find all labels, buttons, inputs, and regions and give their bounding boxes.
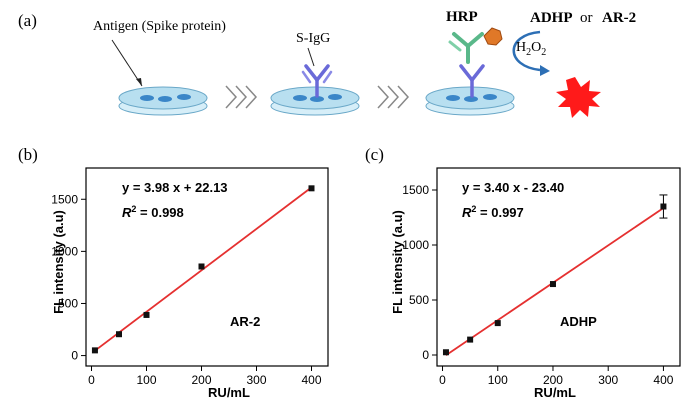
x-tick-label: 200 [543, 373, 563, 387]
antigen-spot [293, 95, 307, 101]
fit-equation: y = 3.98 x + 22.13 [122, 180, 228, 195]
x-axis-label: RU/mL [534, 385, 576, 400]
petri-dish-1 [118, 86, 208, 116]
fluorescence-signal-icon [556, 77, 601, 118]
y-axis-label: FL intensity (a.u) [390, 210, 405, 314]
y-tick-label: 1000 [51, 244, 78, 258]
petri-dish-3 [425, 86, 515, 116]
antigen-spot [177, 94, 191, 100]
antigen-spot [158, 96, 172, 102]
data-point [198, 263, 205, 270]
data-point [494, 320, 501, 327]
step-chevrons-1 [225, 85, 258, 109]
y-tick-label: 1500 [402, 183, 429, 197]
reaction-arrow-icon [512, 30, 541, 72]
antibody-icon [301, 64, 333, 98]
x-tick-label: 100 [136, 373, 156, 387]
h2o2-label: H2O2 [516, 40, 546, 58]
panel-label-b: (b) [18, 145, 38, 164]
chart-panel-c: (c) FL intensity (a.u) RU/mL y = 3.40 x … [365, 145, 681, 400]
antigen-spot [328, 94, 342, 100]
substrate-label: ADHP or AR-2 [530, 10, 636, 26]
secondary-antibody-icon [448, 32, 484, 64]
antigen-pointer-head [136, 78, 142, 86]
hrp-label: HRP [446, 9, 478, 25]
series-label: ADHP [560, 314, 597, 329]
r-squared: R2 = 0.997 [462, 204, 524, 220]
y-tick-label: 1000 [402, 238, 429, 252]
antibody-pointer [307, 47, 315, 67]
y-tick-label: 0 [422, 348, 429, 362]
y-tick-label: 500 [58, 296, 78, 310]
antigen-pointer [111, 39, 143, 87]
x-tick-label: 400 [653, 373, 673, 387]
data-point [442, 349, 449, 356]
y-tick-label: 1500 [51, 192, 78, 206]
y-tick-label: 0 [71, 349, 78, 363]
y-tick-label: 500 [409, 293, 429, 307]
y-axis-label: FL intensity (a.u) [51, 210, 66, 314]
panel-label-c: (c) [365, 145, 384, 164]
x-tick-label: 100 [488, 373, 508, 387]
reaction-arrowhead-icon [540, 65, 550, 76]
x-tick-label: 300 [598, 373, 618, 387]
r-squared: R2 = 0.998 [122, 204, 184, 220]
plot-frame [85, 167, 329, 367]
x-tick-label: 0 [88, 373, 95, 387]
data-point [143, 311, 150, 318]
antibody-icon [459, 64, 485, 98]
petri-dish-2 [270, 86, 360, 116]
step-chevrons-2 [377, 85, 410, 109]
x-tick-label: 300 [246, 373, 266, 387]
x-tick-label: 200 [191, 373, 211, 387]
hrp-enzyme-icon [483, 27, 503, 46]
antigen-label: Antigen (Spike protein) [93, 19, 226, 34]
substrate-or: or [580, 10, 593, 26]
antigen-spot [483, 94, 497, 100]
antigen-spot [140, 95, 154, 101]
antigen-spot [446, 95, 460, 101]
panel-label-a: (a) [18, 11, 37, 30]
x-tick-label: 0 [439, 373, 446, 387]
series-label: AR-2 [230, 314, 260, 329]
data-point [549, 281, 556, 288]
antigen-spot [310, 96, 324, 102]
substrate-label-b: AR-2 [602, 10, 636, 26]
data-point [116, 331, 122, 338]
x-tick-label: 400 [301, 373, 321, 387]
substrate-label-a: ADHP [530, 10, 573, 26]
x-axis-label: RU/mL [208, 385, 250, 400]
fit-equation: y = 3.40 x - 23.40 [462, 180, 564, 195]
schematic-panel: (a) Antigen (Spike protein) S-IgG [18, 9, 636, 118]
antibody-label: S-IgG [296, 31, 330, 46]
antigen-spot [464, 96, 478, 102]
data-point [308, 185, 315, 192]
data-point [660, 203, 667, 210]
data-point [91, 347, 98, 354]
chart-panel-b: (b) FL intensity (a.u) RU/mL y = 3.98 x … [18, 145, 329, 400]
plot-frame [436, 167, 681, 367]
data-point [467, 336, 474, 343]
